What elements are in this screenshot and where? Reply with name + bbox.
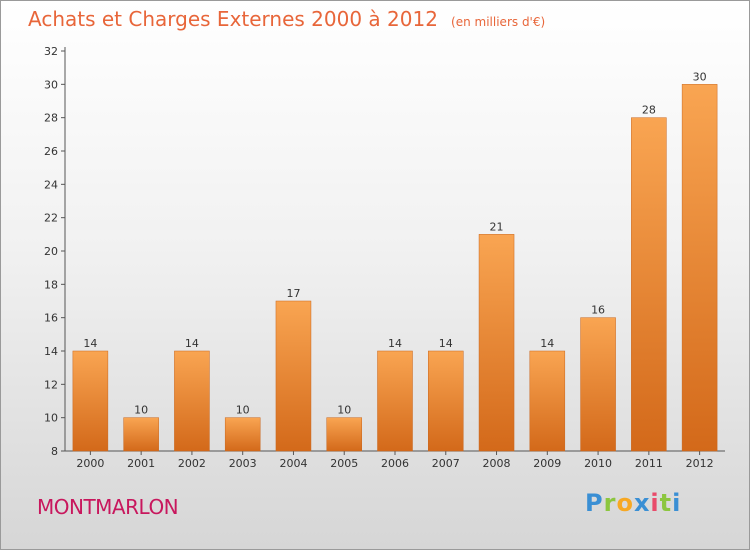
logo-letter: i (650, 489, 660, 517)
bar (529, 350, 566, 452)
bar-value-label: 21 (490, 220, 504, 233)
bar (631, 117, 667, 452)
chart-subtitle: (en milliers d'€) (451, 15, 546, 29)
x-tick-label: 2003 (229, 457, 257, 470)
y-tick-label: 32 (44, 45, 58, 58)
bar (580, 317, 616, 452)
chart-title: Achats et Charges Externes 2000 à 2012 (28, 7, 438, 31)
logo-letter: t (659, 489, 673, 517)
bar-value-label: 30 (693, 70, 707, 83)
x-tick-label: 2006 (381, 457, 409, 470)
x-tick-label: 2004 (279, 457, 307, 470)
x-tick-label: 2008 (483, 457, 511, 470)
y-tick-label: 12 (44, 378, 58, 391)
bar-value-label: 14 (388, 337, 402, 350)
y-tick-label: 24 (44, 178, 58, 191)
bars: 14 10 14 10 17 10 14 14 21 14 16 28 30 (72, 70, 718, 452)
y-tick-label: 18 (44, 278, 58, 291)
x-tick-label: 2012 (686, 457, 714, 470)
bar (377, 350, 413, 452)
y-tick-label: 20 (44, 245, 58, 258)
y-tick-label: 14 (44, 345, 58, 358)
title-row: Achats et Charges Externes 2000 à 2012 (… (28, 7, 545, 31)
proxiti-logo[interactable]: Proxiti (585, 489, 681, 517)
x-axis: 2000 2001 2002 2003 2004 2005 2006 2007 2008 2009… (65, 450, 725, 470)
bar-value-label: 10 (337, 404, 351, 417)
logo-letter: P (585, 489, 604, 517)
y-tick-label: 30 (44, 78, 58, 91)
y-tick-label: 16 (44, 312, 58, 325)
x-tick-label: 2005 (330, 457, 358, 470)
x-tick-label: 2011 (635, 457, 663, 470)
bar-value-label: 28 (642, 104, 656, 117)
bar-value-label: 14 (83, 337, 97, 350)
bar-value-label: 14 (185, 337, 199, 350)
bar-value-label: 14 (439, 337, 453, 350)
bar-value-label: 10 (236, 404, 250, 417)
y-axis: 8 10 12 14 16 18 20 22 24 26 28 30 32 (44, 45, 66, 458)
bar (275, 300, 312, 452)
commune-name: MONTMARLON (37, 495, 179, 519)
x-tick-label: 2009 (533, 457, 561, 470)
y-tick-label: 10 (44, 412, 58, 425)
x-tick-label: 2001 (127, 457, 155, 470)
bar-value-label: 14 (540, 337, 554, 350)
y-tick-label: 22 (44, 212, 58, 225)
y-tick-label: 28 (44, 112, 58, 125)
bar (123, 417, 159, 452)
logo-letter: i (672, 489, 682, 517)
bar (681, 84, 718, 452)
logo-letter: x (633, 489, 651, 517)
y-tick-label: 8 (51, 445, 58, 458)
logo-letter: o (616, 489, 634, 517)
bar-value-label: 17 (286, 287, 300, 300)
bar (72, 350, 109, 452)
x-tick-label: 2007 (432, 457, 460, 470)
x-tick-label: 2010 (584, 457, 612, 470)
bar (174, 350, 210, 452)
bar (428, 350, 464, 452)
bar (326, 417, 362, 452)
bar (478, 234, 515, 452)
y-tick-label: 26 (44, 145, 58, 158)
bar-value-label: 16 (591, 304, 605, 317)
logo-letter: r (603, 489, 617, 517)
bar-value-label: 10 (134, 404, 148, 417)
x-tick-label: 2002 (178, 457, 206, 470)
x-tick-label: 2000 (76, 457, 104, 470)
bar (224, 417, 261, 452)
